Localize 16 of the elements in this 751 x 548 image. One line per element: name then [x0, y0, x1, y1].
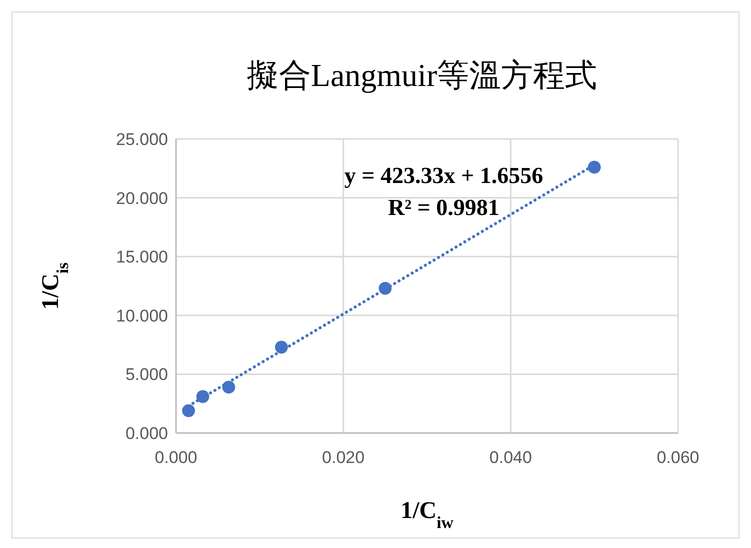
- x-tick-label: 0.000: [154, 448, 198, 467]
- annotation: y = 423.33x + 1.6556: [344, 163, 544, 188]
- chart-title: 擬合Langmuir等溫方程式: [246, 57, 598, 93]
- y-tick-label: 25.000: [116, 130, 168, 149]
- annotation: R² = 0.9981: [388, 195, 500, 220]
- y-tick-label: 0.000: [125, 424, 168, 443]
- x-axis-title: 1/C$_{iw}$: [400, 498, 454, 532]
- x-tick-label: 0.040: [489, 448, 532, 467]
- y-tick-label: 10.000: [116, 306, 168, 326]
- point: [588, 160, 601, 174]
- y-tick-label: 15.000: [116, 248, 168, 267]
- y-tick-label: 5.000: [125, 365, 168, 384]
- x-tick-label: 0.060: [656, 448, 700, 467]
- point: [182, 404, 195, 418]
- y-tick-label: 20.000: [116, 188, 168, 208]
- x-tick-label: 0.020: [322, 448, 365, 467]
